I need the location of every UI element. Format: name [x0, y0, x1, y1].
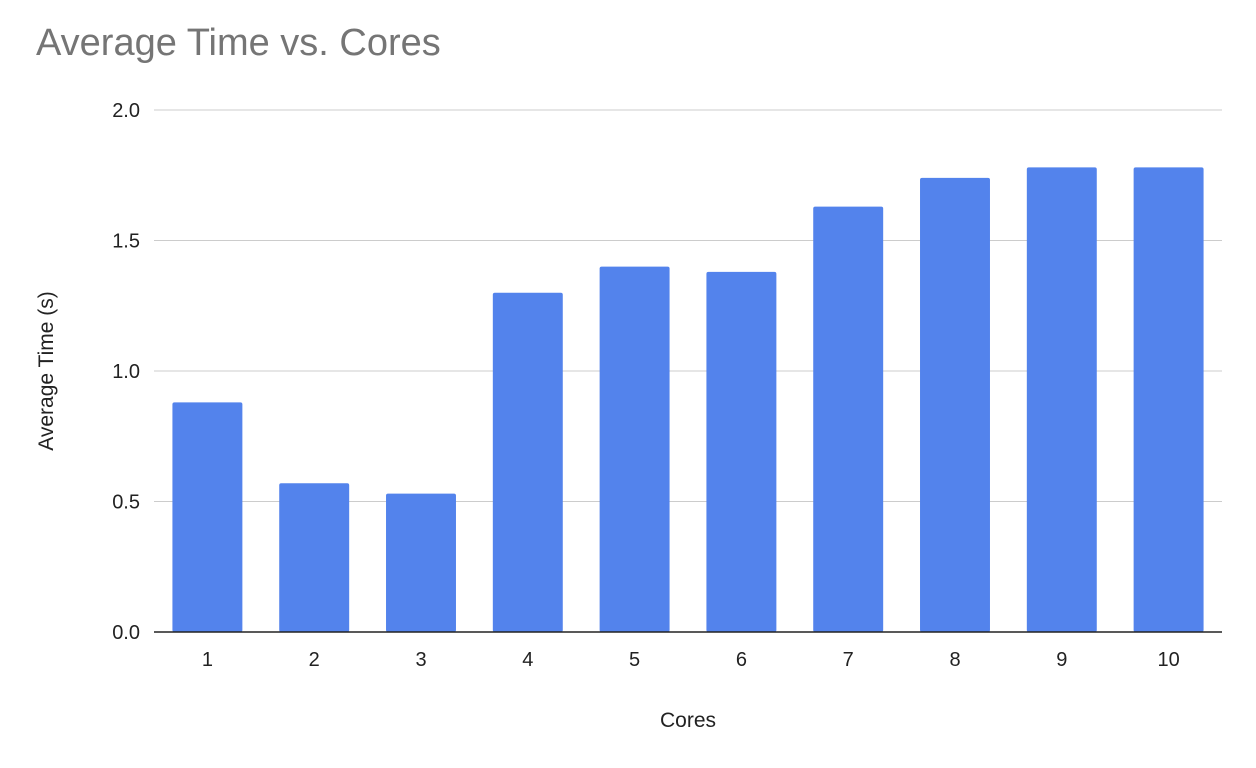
x-tick-label: 6 [736, 649, 747, 671]
y-tick-label: 2.0 [112, 100, 140, 122]
x-tick-label: 4 [522, 649, 533, 671]
chart-title: Average Time vs. Cores [36, 22, 441, 64]
bar-9 [1026, 167, 1097, 633]
x-tick-label: 8 [949, 649, 960, 671]
y-tick-label: 1.0 [112, 361, 140, 383]
y-tick-label: 0.5 [112, 492, 140, 514]
y-tick-label: 1.5 [112, 231, 140, 253]
bar-4 [492, 292, 563, 632]
x-tick-label: 7 [843, 649, 854, 671]
x-tick-label: 5 [629, 649, 640, 671]
y-tick-labels: 0.0 0.5 1.0 1.5 2.0 [112, 100, 140, 644]
y-axis-title: Average Time (s) [35, 291, 58, 451]
bar-3 [386, 493, 456, 632]
bar-10 [1133, 167, 1204, 633]
x-tick-label: 2 [309, 649, 320, 671]
x-tick-label: 9 [1056, 649, 1067, 671]
x-tick-label: 3 [415, 649, 426, 671]
x-tick-label: 1 [202, 649, 213, 671]
bar-1 [172, 402, 243, 632]
bar-8 [920, 177, 990, 633]
y-tick-label: 0.0 [112, 622, 140, 644]
bar-6 [706, 271, 777, 632]
bar-7 [813, 206, 884, 632]
bars [172, 167, 1204, 633]
x-axis-title: Cores [660, 709, 716, 732]
x-tick-labels: 1 2 3 4 5 6 7 8 9 10 [202, 649, 1180, 671]
bar-2 [279, 483, 350, 632]
bar-5 [599, 266, 670, 632]
x-tick-label: 10 [1157, 649, 1179, 671]
